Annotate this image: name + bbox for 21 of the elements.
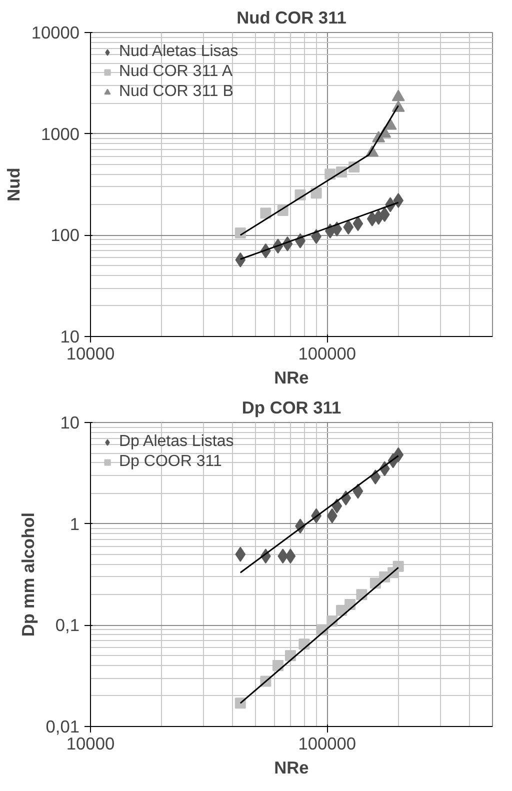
chart-title: Nud COR 311 bbox=[236, 8, 347, 28]
x-axis-title: NRe bbox=[274, 758, 310, 778]
legend-label: Nud COR 311 A bbox=[119, 63, 233, 81]
chart-title: Dp COR 311 bbox=[242, 398, 342, 418]
x-axis-title: NRe bbox=[274, 368, 310, 388]
y-tick-label: 10000 bbox=[31, 22, 80, 42]
legend-label: Nud Aletas Lisas bbox=[119, 43, 238, 61]
x-tick-label: 100000 bbox=[298, 734, 356, 754]
legend-label: Dp Aletas Listas bbox=[119, 433, 234, 451]
y-tick-label: 1 bbox=[70, 514, 80, 534]
y-tick-label: 1000 bbox=[40, 124, 80, 144]
x-tick-label: 100000 bbox=[298, 344, 356, 364]
legend-label: Dp COOR 311 bbox=[119, 453, 222, 471]
y-tick-label: 10 bbox=[60, 412, 80, 432]
y-tick-label: 10 bbox=[60, 326, 80, 346]
y-tick-label: 0,01 bbox=[46, 716, 80, 736]
y-axis-title: Dp mm alcohol bbox=[18, 512, 38, 637]
y-tick-label: 0,1 bbox=[55, 615, 80, 636]
legend-label: Nud COR 311 B bbox=[119, 83, 234, 101]
y-axis-title: Nud bbox=[3, 168, 24, 202]
y-tick-label: 100 bbox=[50, 225, 80, 246]
